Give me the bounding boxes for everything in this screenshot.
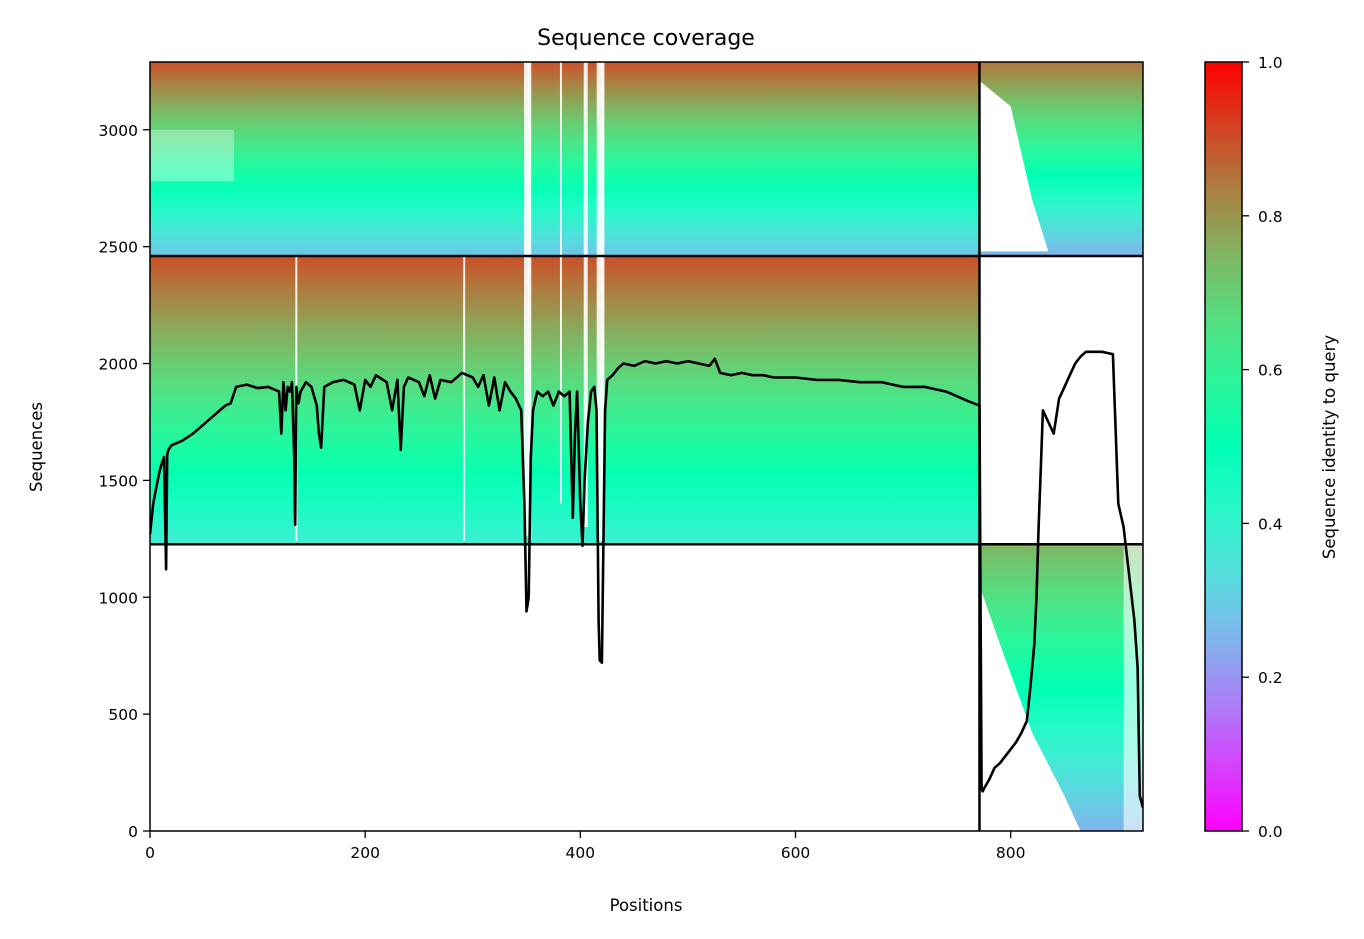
plot-frame (149, 61, 1144, 832)
empty-region (150, 544, 980, 831)
y-tick-label: 1000 (99, 589, 138, 607)
colorbar-tick-label: 0.2 (1258, 669, 1283, 687)
x-tick-label: 200 (350, 844, 380, 862)
gap-region (979, 585, 1081, 831)
y-tick-label: 2500 (99, 239, 138, 257)
colorbar-label: Sequence identity to query (1320, 335, 1339, 560)
x-tick-label: 400 (566, 844, 596, 862)
x-tick-label: 800 (996, 844, 1026, 862)
gap-streak (583, 62, 588, 528)
gap-streak (524, 62, 530, 537)
colorbar-tick-label: 0.8 (1258, 208, 1283, 226)
chart-title: Sequence coverage (537, 26, 755, 51)
y-tick-label: 0 (128, 823, 138, 841)
x-axis: 0 200 400 600 800 (145, 831, 1025, 862)
colorbar-tick-label: 0.0 (1258, 823, 1283, 841)
gap-streak (596, 62, 603, 542)
y-tick-label: 3000 (99, 122, 138, 140)
gap-streak (601, 62, 605, 542)
y-tick-label: 500 (108, 706, 138, 724)
gap-streak (559, 62, 562, 504)
plot-area (150, 62, 1143, 831)
colorbar-bar (1204, 61, 1243, 832)
colorbar-tick-label: 1.0 (1258, 54, 1283, 72)
y-axis: 0 500 1000 1500 2000 2500 3000 (99, 122, 150, 841)
coverage-line (150, 350, 1143, 808)
colorbar: 0.0 0.2 0.4 0.6 0.8 1.0 Sequence identity to … (1204, 54, 1339, 841)
y-tick-label: 2000 (99, 356, 138, 374)
gap-region (979, 80, 1049, 252)
x-tick-label: 0 (145, 844, 155, 862)
y-tick-label: 1500 (99, 472, 138, 490)
colorbar-tick-label: 0.4 (1258, 515, 1283, 533)
gap-streak (528, 62, 532, 542)
colorbar-tick-label: 0.6 (1258, 362, 1283, 380)
coverage-gaps (150, 62, 1143, 831)
block-chain-a-paired (150, 62, 980, 257)
block-chain-a-unpaired (150, 256, 980, 545)
x-axis-label: Positions (610, 896, 683, 915)
y-axis-label: Sequences (27, 402, 46, 492)
gap-streak (463, 256, 466, 542)
colorbar-ticks: 0.0 0.2 0.4 0.6 0.8 1.0 (1242, 54, 1283, 841)
x-tick-label: 600 (781, 844, 811, 862)
gap-region (150, 129, 234, 182)
